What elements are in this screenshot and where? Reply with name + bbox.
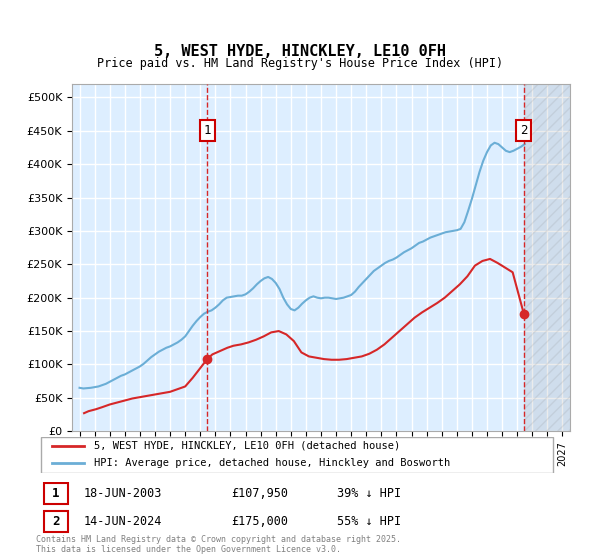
FancyBboxPatch shape [41,437,553,473]
Text: Contains HM Land Registry data © Crown copyright and database right 2025.
This d: Contains HM Land Registry data © Crown c… [36,535,401,554]
Text: HPI: Average price, detached house, Hinckley and Bosworth: HPI: Average price, detached house, Hinc… [94,458,451,468]
Text: £107,950: £107,950 [232,487,289,501]
Text: 2: 2 [52,515,59,528]
Text: 39% ↓ HPI: 39% ↓ HPI [337,487,401,501]
Text: 5, WEST HYDE, HINCKLEY, LE10 0FH (detached house): 5, WEST HYDE, HINCKLEY, LE10 0FH (detach… [94,441,400,451]
FancyBboxPatch shape [44,483,68,504]
Text: 18-JUN-2003: 18-JUN-2003 [83,487,162,501]
Bar [524,84,570,431]
Text: 55% ↓ HPI: 55% ↓ HPI [337,515,401,529]
Text: 14-JUN-2024: 14-JUN-2024 [83,515,162,529]
Text: 1: 1 [203,124,211,137]
Text: 2: 2 [520,124,528,137]
Text: £175,000: £175,000 [232,515,289,529]
Text: 1: 1 [52,487,59,500]
Text: 5, WEST HYDE, HINCKLEY, LE10 0FH: 5, WEST HYDE, HINCKLEY, LE10 0FH [154,44,446,59]
FancyBboxPatch shape [44,511,68,532]
Text: Price paid vs. HM Land Registry's House Price Index (HPI): Price paid vs. HM Land Registry's House … [97,57,503,70]
